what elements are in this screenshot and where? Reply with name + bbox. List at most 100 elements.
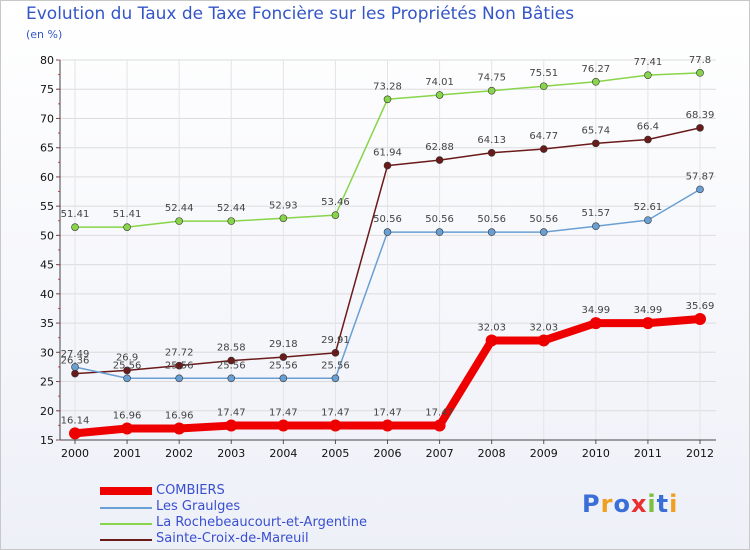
data-label-layer: 16.14 16.96 16.96 17.47 17.47 17.47 17.47 17.47… [61,55,715,426]
y-tick-label: 70 [40,112,54,125]
logo-letter: t [656,490,670,518]
legend-swatch [100,507,152,509]
data-point [227,374,236,383]
data-point [435,156,444,164]
data-point [225,419,238,432]
x-tick-label: 2003 [217,447,245,460]
data-label: 75.51 [529,68,558,79]
data-point [435,228,444,236]
data-label: 77.8 [689,55,711,66]
data-point [383,161,392,170]
logo-letter: P [582,490,601,518]
data-label: 25.56 [217,360,246,371]
data-label: 17.47 [217,408,246,419]
x-tick-label: 2006 [374,447,402,460]
data-label: 50.56 [477,214,506,225]
data-point [381,419,394,432]
chart-title: Evolution du Taux de Taxe Foncière sur l… [26,4,575,24]
data-label: 25.56 [269,360,298,371]
data-point [123,374,131,383]
x-tick-label: 2008 [478,447,506,460]
data-point [696,69,704,77]
y-tick-label: 60 [40,171,54,184]
data-point [279,353,288,361]
data-point [123,223,131,231]
data-point [173,422,186,435]
data-point [487,86,496,95]
data-label: 32.03 [529,322,558,333]
y-tick-label: 35 [40,317,54,330]
data-label: 50.56 [529,214,558,225]
data-point [592,139,600,148]
data-point [175,217,183,225]
data-point [537,334,550,347]
x-tick-label: 2010 [582,447,610,460]
data-point [71,369,79,378]
y-tick-label: 65 [40,142,54,155]
data-point [71,223,79,231]
data-label: 17.47 [269,408,298,419]
data-point [383,95,392,104]
x-tick-label: 2005 [321,447,349,460]
data-point [331,349,340,357]
y-tick-label: 80 [40,54,54,67]
data-label: 51.41 [61,209,90,220]
grid-layer [60,59,716,441]
logo-letter: i [669,490,679,518]
y-tick-label: 30 [40,346,54,359]
data-label: 52.93 [269,200,298,211]
x-tick-label: 2011 [634,447,662,460]
y-tick-label: 45 [40,259,54,272]
data-label: 34.99 [582,305,611,316]
y-tick-label: 50 [40,229,54,242]
data-label: 66.4 [637,122,659,133]
data-point [331,374,340,383]
data-point [121,422,134,435]
data-point [487,148,496,157]
data-point [227,217,236,225]
data-label: 68.39 [686,110,715,121]
data-label: 52.44 [165,203,194,214]
data-label: 64.13 [477,135,506,146]
data-point [694,313,706,326]
data-label: 16.96 [165,411,194,422]
legend-label: COMBIERS [156,483,225,498]
x-tick-label: 2012 [686,447,714,460]
data-label: 50.56 [425,214,454,225]
logo-letter: x [630,490,648,518]
data-label: 62.88 [425,142,454,153]
data-label: 26.9 [116,352,138,363]
data-point [123,366,131,375]
data-label: 27.49 [61,349,90,360]
data-label: 25.56 [321,360,350,371]
logo-letter: r [600,490,614,518]
data-point [277,419,290,432]
data-point [329,419,342,432]
data-point [487,228,496,236]
data-point [589,317,602,330]
data-point [644,71,652,79]
data-label: 25.56 [165,360,194,371]
data-point [331,211,340,219]
data-point [644,135,652,144]
data-point [644,216,652,224]
data-label: 57.87 [686,171,715,182]
x-tick-label: 2009 [530,447,558,460]
data-point [592,78,600,86]
data-label: 77.41 [634,57,663,68]
legend-swatch [100,523,152,525]
data-point [227,356,236,365]
data-label: 29.91 [321,335,350,346]
data-point [641,317,654,330]
logo-letter: i [647,490,657,518]
data-point [539,228,548,236]
data-label: 73.28 [373,81,402,92]
y-tick-label: 40 [40,288,54,301]
data-label: 25.56 [113,360,142,371]
legend-label: La Rochebeaucourt-et-Argentine [156,515,368,530]
legend-swatch [100,487,152,495]
y-tick-label: 15 [40,434,54,447]
data-point [279,374,288,383]
data-label: 17.47 [321,408,350,419]
legend-swatch [100,539,152,541]
